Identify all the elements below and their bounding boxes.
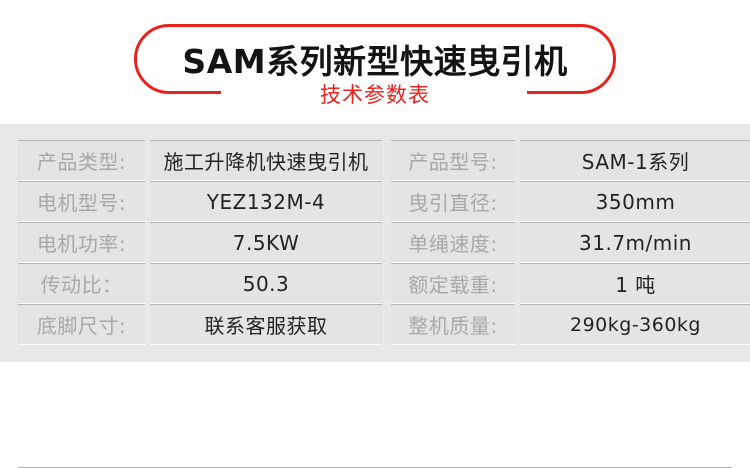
footer-spacer <box>0 362 750 412</box>
spec-label-rated-load: 额定载重: <box>391 263 515 304</box>
spec-label-traction-diameter: 曳引直径: <box>391 181 515 222</box>
column-gap <box>515 304 520 345</box>
spec-value-gear-ratio: 50.3 <box>150 263 382 304</box>
spec-value-traction-diameter: 350mm <box>520 181 750 222</box>
spec-label-product-type: 产品类型: <box>18 140 145 181</box>
spec-value-base-size: 联系客服获取 <box>150 304 382 345</box>
spec-value-motor-power: 7.5KW <box>150 222 382 263</box>
spec-value-rated-load: 1 吨 <box>520 263 750 304</box>
spec-value-motor-model: YEZ132M-4 <box>150 181 382 222</box>
spec-table-band: 产品类型: 施工升降机快速曳引机 产品型号: SAM-1系列 电机型号: YEZ… <box>0 124 750 468</box>
spec-table: 产品类型: 施工升降机快速曳引机 产品型号: SAM-1系列 电机型号: YEZ… <box>18 140 750 345</box>
column-gap <box>382 263 391 304</box>
column-gap <box>382 181 391 222</box>
spec-label-rope-speed: 单绳速度: <box>391 222 515 263</box>
spec-value-product-type: 施工升降机快速曳引机 <box>150 140 382 181</box>
spec-value-product-model: SAM-1系列 <box>520 140 750 181</box>
page-subtitle: 技术参数表 <box>320 83 430 107</box>
column-gap <box>515 222 520 263</box>
spec-value-rope-speed: 31.7m/min <box>520 222 750 263</box>
column-gap <box>382 140 391 181</box>
column-gap <box>515 181 520 222</box>
column-gap <box>145 222 150 263</box>
table-row: 传动比： 50.3 额定载重: 1 吨 <box>18 263 750 304</box>
column-gap <box>515 140 520 181</box>
spec-label-motor-power: 电机功率: <box>18 222 145 263</box>
page-title: SAM系列新型快速曳引机 <box>182 42 568 81</box>
header-area: SAM系列新型快速曳引机 技术参数表 <box>0 0 750 124</box>
column-gap <box>515 263 520 304</box>
column-gap <box>145 181 150 222</box>
column-gap <box>145 304 150 345</box>
spec-label-machine-weight: 整机质量: <box>391 304 515 345</box>
title-pill-bottom-gap <box>221 86 527 98</box>
column-gap <box>382 222 391 263</box>
column-gap <box>382 304 391 345</box>
table-row: 电机型号: YEZ132M-4 曳引直径: 350mm <box>18 181 750 222</box>
spec-label-gear-ratio: 传动比： <box>18 263 145 304</box>
column-gap <box>145 263 150 304</box>
table-row: 电机功率: 7.5KW 单绳速度: 31.7m/min <box>18 222 750 263</box>
table-row: 底脚尺寸: 联系客服获取 整机质量: 290kg-360kg <box>18 304 750 345</box>
spec-label-base-size: 底脚尺寸: <box>18 304 145 345</box>
spec-label-product-model: 产品型号: <box>391 140 515 181</box>
column-gap <box>145 140 150 181</box>
spec-label-motor-model: 电机型号: <box>18 181 145 222</box>
spec-value-machine-weight: 290kg-360kg <box>520 304 750 345</box>
table-row: 产品类型: 施工升降机快速曳引机 产品型号: SAM-1系列 <box>18 140 750 181</box>
